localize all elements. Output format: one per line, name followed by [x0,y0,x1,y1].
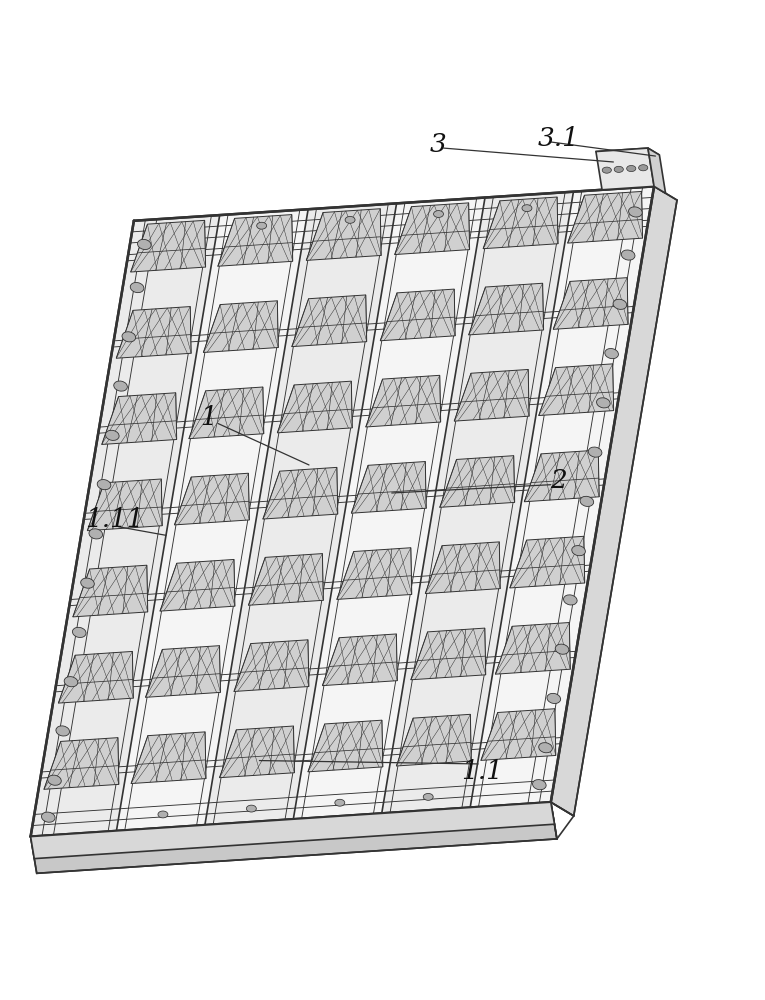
Polygon shape [308,720,382,772]
Polygon shape [291,295,366,347]
Polygon shape [425,542,500,594]
Ellipse shape [532,780,546,790]
Ellipse shape [246,805,256,812]
Ellipse shape [106,430,119,440]
Ellipse shape [122,332,135,342]
Ellipse shape [522,205,532,212]
Polygon shape [189,387,264,439]
Polygon shape [293,198,485,819]
Ellipse shape [539,743,552,753]
Ellipse shape [580,496,594,506]
Polygon shape [596,148,654,190]
Polygon shape [539,364,614,416]
Polygon shape [44,738,119,789]
Text: 3.1: 3.1 [538,126,579,151]
Polygon shape [411,628,486,680]
Ellipse shape [547,693,561,704]
Polygon shape [306,209,381,260]
Polygon shape [145,646,220,697]
Ellipse shape [605,349,618,359]
Polygon shape [648,148,666,193]
Polygon shape [380,289,455,341]
Polygon shape [596,148,659,158]
Ellipse shape [597,398,610,408]
Polygon shape [116,307,191,358]
Polygon shape [322,634,397,686]
Ellipse shape [613,299,627,309]
Polygon shape [395,203,470,255]
Polygon shape [73,565,148,617]
Text: 1.1: 1.1 [461,759,503,784]
Ellipse shape [130,282,144,293]
Ellipse shape [257,222,267,229]
Ellipse shape [64,677,78,687]
Polygon shape [469,283,544,335]
Ellipse shape [158,811,168,818]
Text: 2: 2 [550,468,567,493]
Polygon shape [263,467,338,519]
Ellipse shape [602,167,611,173]
Polygon shape [553,278,628,329]
Polygon shape [58,651,133,703]
Ellipse shape [345,216,355,223]
Polygon shape [203,301,278,352]
Ellipse shape [114,381,127,391]
Polygon shape [131,732,206,784]
Polygon shape [205,203,396,825]
Polygon shape [160,559,235,611]
Polygon shape [396,714,471,766]
Ellipse shape [621,250,635,260]
Ellipse shape [629,207,642,217]
Polygon shape [234,640,309,691]
Ellipse shape [56,726,70,736]
Ellipse shape [138,239,151,250]
Ellipse shape [627,165,636,172]
Polygon shape [454,369,529,421]
Ellipse shape [73,627,86,637]
Polygon shape [31,186,654,837]
Polygon shape [31,802,555,859]
Ellipse shape [80,578,94,588]
Ellipse shape [423,793,433,800]
Polygon shape [483,197,558,249]
Ellipse shape [434,211,444,217]
Polygon shape [218,215,293,266]
Ellipse shape [41,812,55,822]
Ellipse shape [639,165,648,171]
Polygon shape [568,191,643,243]
Polygon shape [351,462,426,513]
Polygon shape [366,375,441,427]
Polygon shape [220,726,295,778]
Polygon shape [131,220,206,272]
Ellipse shape [555,644,569,654]
Polygon shape [524,450,599,502]
Polygon shape [509,536,584,588]
Polygon shape [481,709,556,760]
Ellipse shape [614,166,623,172]
Polygon shape [174,473,249,525]
Text: 1: 1 [200,405,217,430]
Text: 1.11: 1.11 [86,507,144,532]
Polygon shape [249,554,324,605]
Ellipse shape [335,799,345,806]
Ellipse shape [564,595,577,605]
Ellipse shape [588,447,602,457]
Polygon shape [496,623,570,674]
Polygon shape [278,381,352,433]
Ellipse shape [97,480,111,490]
Ellipse shape [571,546,585,556]
Ellipse shape [47,775,61,785]
Polygon shape [551,186,677,816]
Ellipse shape [89,529,103,539]
Polygon shape [87,479,162,531]
Text: 3: 3 [429,132,446,157]
Polygon shape [116,209,308,831]
Polygon shape [337,548,412,599]
Polygon shape [440,456,515,507]
Polygon shape [470,186,654,808]
Polygon shape [31,802,557,873]
Polygon shape [382,192,574,813]
Polygon shape [31,215,220,837]
Polygon shape [102,393,177,444]
